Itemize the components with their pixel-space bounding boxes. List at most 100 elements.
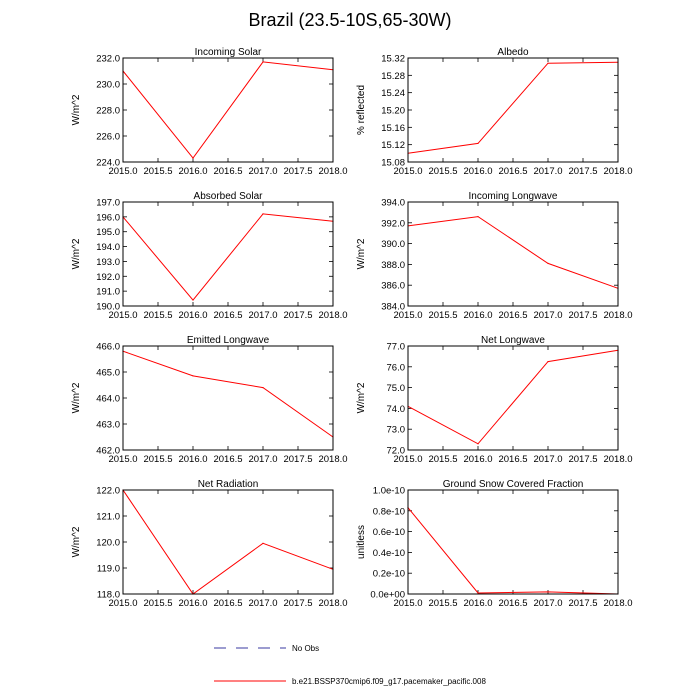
y-tick-label: 15.28 <box>381 71 405 82</box>
y-tick-label: 0.8e-10 <box>373 506 405 517</box>
y-tick-label: 15.32 <box>381 54 405 65</box>
x-tick-label: 2018.0 <box>603 598 632 609</box>
panel-title: Ground Snow Covered Fraction <box>443 479 584 490</box>
legend-label: b.e21.BSSP370cmip6.f09_g17.pacemaker_pac… <box>292 677 486 686</box>
panel-2: Albedo 2015.0 2015.5 2016.0 2016.5 2017.0 2017… <box>356 47 633 177</box>
series-line <box>122 489 334 595</box>
series-line <box>407 349 619 445</box>
data-point <box>477 592 479 594</box>
data-point <box>262 213 264 215</box>
y-tick-label: 15.12 <box>381 140 405 151</box>
x-tick-label: 2016.0 <box>463 166 492 177</box>
y-tick-label: 197.0 <box>96 198 120 209</box>
x-tick-label: 2018.0 <box>603 166 632 177</box>
y-tick-label: 15.16 <box>381 123 405 134</box>
series-line <box>407 216 619 289</box>
panel-title: Albedo <box>497 47 529 58</box>
x-tick-label: 2015.0 <box>393 166 422 177</box>
x-tick-label: 2016.0 <box>463 310 492 321</box>
y-tick-label: 0.6e-10 <box>373 527 405 538</box>
y-tick-label: 73.0 <box>387 425 406 436</box>
x-tick-label: 2015.0 <box>108 166 137 177</box>
data-point <box>547 62 549 64</box>
x-tick-label: 2017.0 <box>533 166 562 177</box>
x-tick-label: 2016.0 <box>463 598 492 609</box>
panel-6: Net Longwave 2015.0 2015.5 2016.0 2016.5 2017… <box>356 335 633 465</box>
x-tick-label: 2016.0 <box>178 454 207 465</box>
x-tick-label: 2017.5 <box>283 166 312 177</box>
x-tick-label: 2015.5 <box>143 166 172 177</box>
figure-title: Brazil (23.5-10S,65-30W) <box>248 10 452 30</box>
x-tick-label: 2017.0 <box>248 310 277 321</box>
x-tick-label: 2015.0 <box>108 310 137 321</box>
y-tick-label: 384.0 <box>381 302 405 313</box>
y-tick-label: 75.0 <box>387 383 406 394</box>
y-tick-label: 192.0 <box>96 272 120 283</box>
data-point <box>192 375 194 377</box>
x-tick-label: 2017.5 <box>568 454 597 465</box>
x-tick-label: 2015.5 <box>143 310 172 321</box>
x-tick-label: 2016.0 <box>178 166 207 177</box>
y-tick-label: 194.0 <box>96 242 120 253</box>
x-tick-label: 2018.0 <box>318 166 347 177</box>
x-tick-label: 2017.5 <box>568 310 597 321</box>
y-axis-label: W/m^2 <box>356 382 367 413</box>
y-tick-label: 465.0 <box>96 368 120 379</box>
x-tick-label: 2017.5 <box>568 166 597 177</box>
y-tick-label: 191.0 <box>96 287 120 298</box>
y-tick-label: 462.0 <box>96 446 120 457</box>
y-tick-label: 72.0 <box>387 446 406 457</box>
y-tick-label: 118.0 <box>97 590 120 601</box>
panel-title: Absorbed Solar <box>194 191 264 202</box>
y-tick-label: 15.20 <box>381 106 405 117</box>
data-point <box>547 262 549 264</box>
x-tick-label: 2016.5 <box>498 454 527 465</box>
y-tick-label: 196.0 <box>96 212 120 223</box>
data-point <box>547 591 549 593</box>
plot-frame <box>122 489 334 595</box>
data-point <box>477 142 479 144</box>
data-point <box>547 361 549 363</box>
x-tick-label: 2015.0 <box>108 598 137 609</box>
plot-frame <box>407 201 619 307</box>
y-tick-label: 120.0 <box>96 538 120 549</box>
y-tick-label: 0.2e-10 <box>373 569 405 580</box>
x-tick-label: 2015.5 <box>143 454 172 465</box>
y-axis-label: unitless <box>356 525 367 559</box>
x-tick-label: 2015.5 <box>428 454 457 465</box>
y-tick-label: 0.4e-10 <box>373 548 405 559</box>
panel-1: Incoming Solar 2015.0 2015.5 2016.0 2016.5 20… <box>71 47 348 177</box>
plot-frame <box>407 57 619 163</box>
y-tick-label: 15.24 <box>381 88 405 99</box>
y-tick-label: 464.0 <box>96 394 120 405</box>
x-tick-label: 2015.5 <box>428 310 457 321</box>
series-line <box>122 61 334 159</box>
x-tick-label: 2017.5 <box>283 310 312 321</box>
y-axis-label: % reflected <box>356 85 367 135</box>
y-axis-label: W/m^2 <box>71 94 82 125</box>
x-tick-label: 2016.5 <box>213 598 242 609</box>
y-tick-label: 119.0 <box>97 564 120 575</box>
panel-title: Net Radiation <box>198 479 259 490</box>
x-tick-label: 2016.5 <box>498 166 527 177</box>
y-axis-label: W/m^2 <box>71 526 82 557</box>
x-tick-label: 2016.5 <box>498 310 527 321</box>
x-tick-label: 2016.5 <box>213 454 242 465</box>
y-tick-label: 224.0 <box>96 158 120 169</box>
data-point <box>192 157 194 159</box>
panel-title: Emitted Longwave <box>187 335 270 346</box>
y-tick-label: 76.0 <box>387 362 406 373</box>
plot-frame <box>122 201 334 307</box>
y-tick-label: 463.0 <box>96 420 120 431</box>
x-tick-label: 2017.5 <box>568 598 597 609</box>
y-axis-label: W/m^2 <box>71 382 82 413</box>
data-point <box>192 299 194 301</box>
plot-frame <box>407 489 619 595</box>
x-tick-label: 2018.0 <box>603 310 632 321</box>
x-tick-label: 2015.0 <box>393 454 422 465</box>
x-tick-label: 2017.0 <box>248 598 277 609</box>
x-tick-label: 2017.0 <box>248 166 277 177</box>
x-tick-label: 2017.0 <box>533 598 562 609</box>
x-tick-label: 2015.0 <box>393 598 422 609</box>
